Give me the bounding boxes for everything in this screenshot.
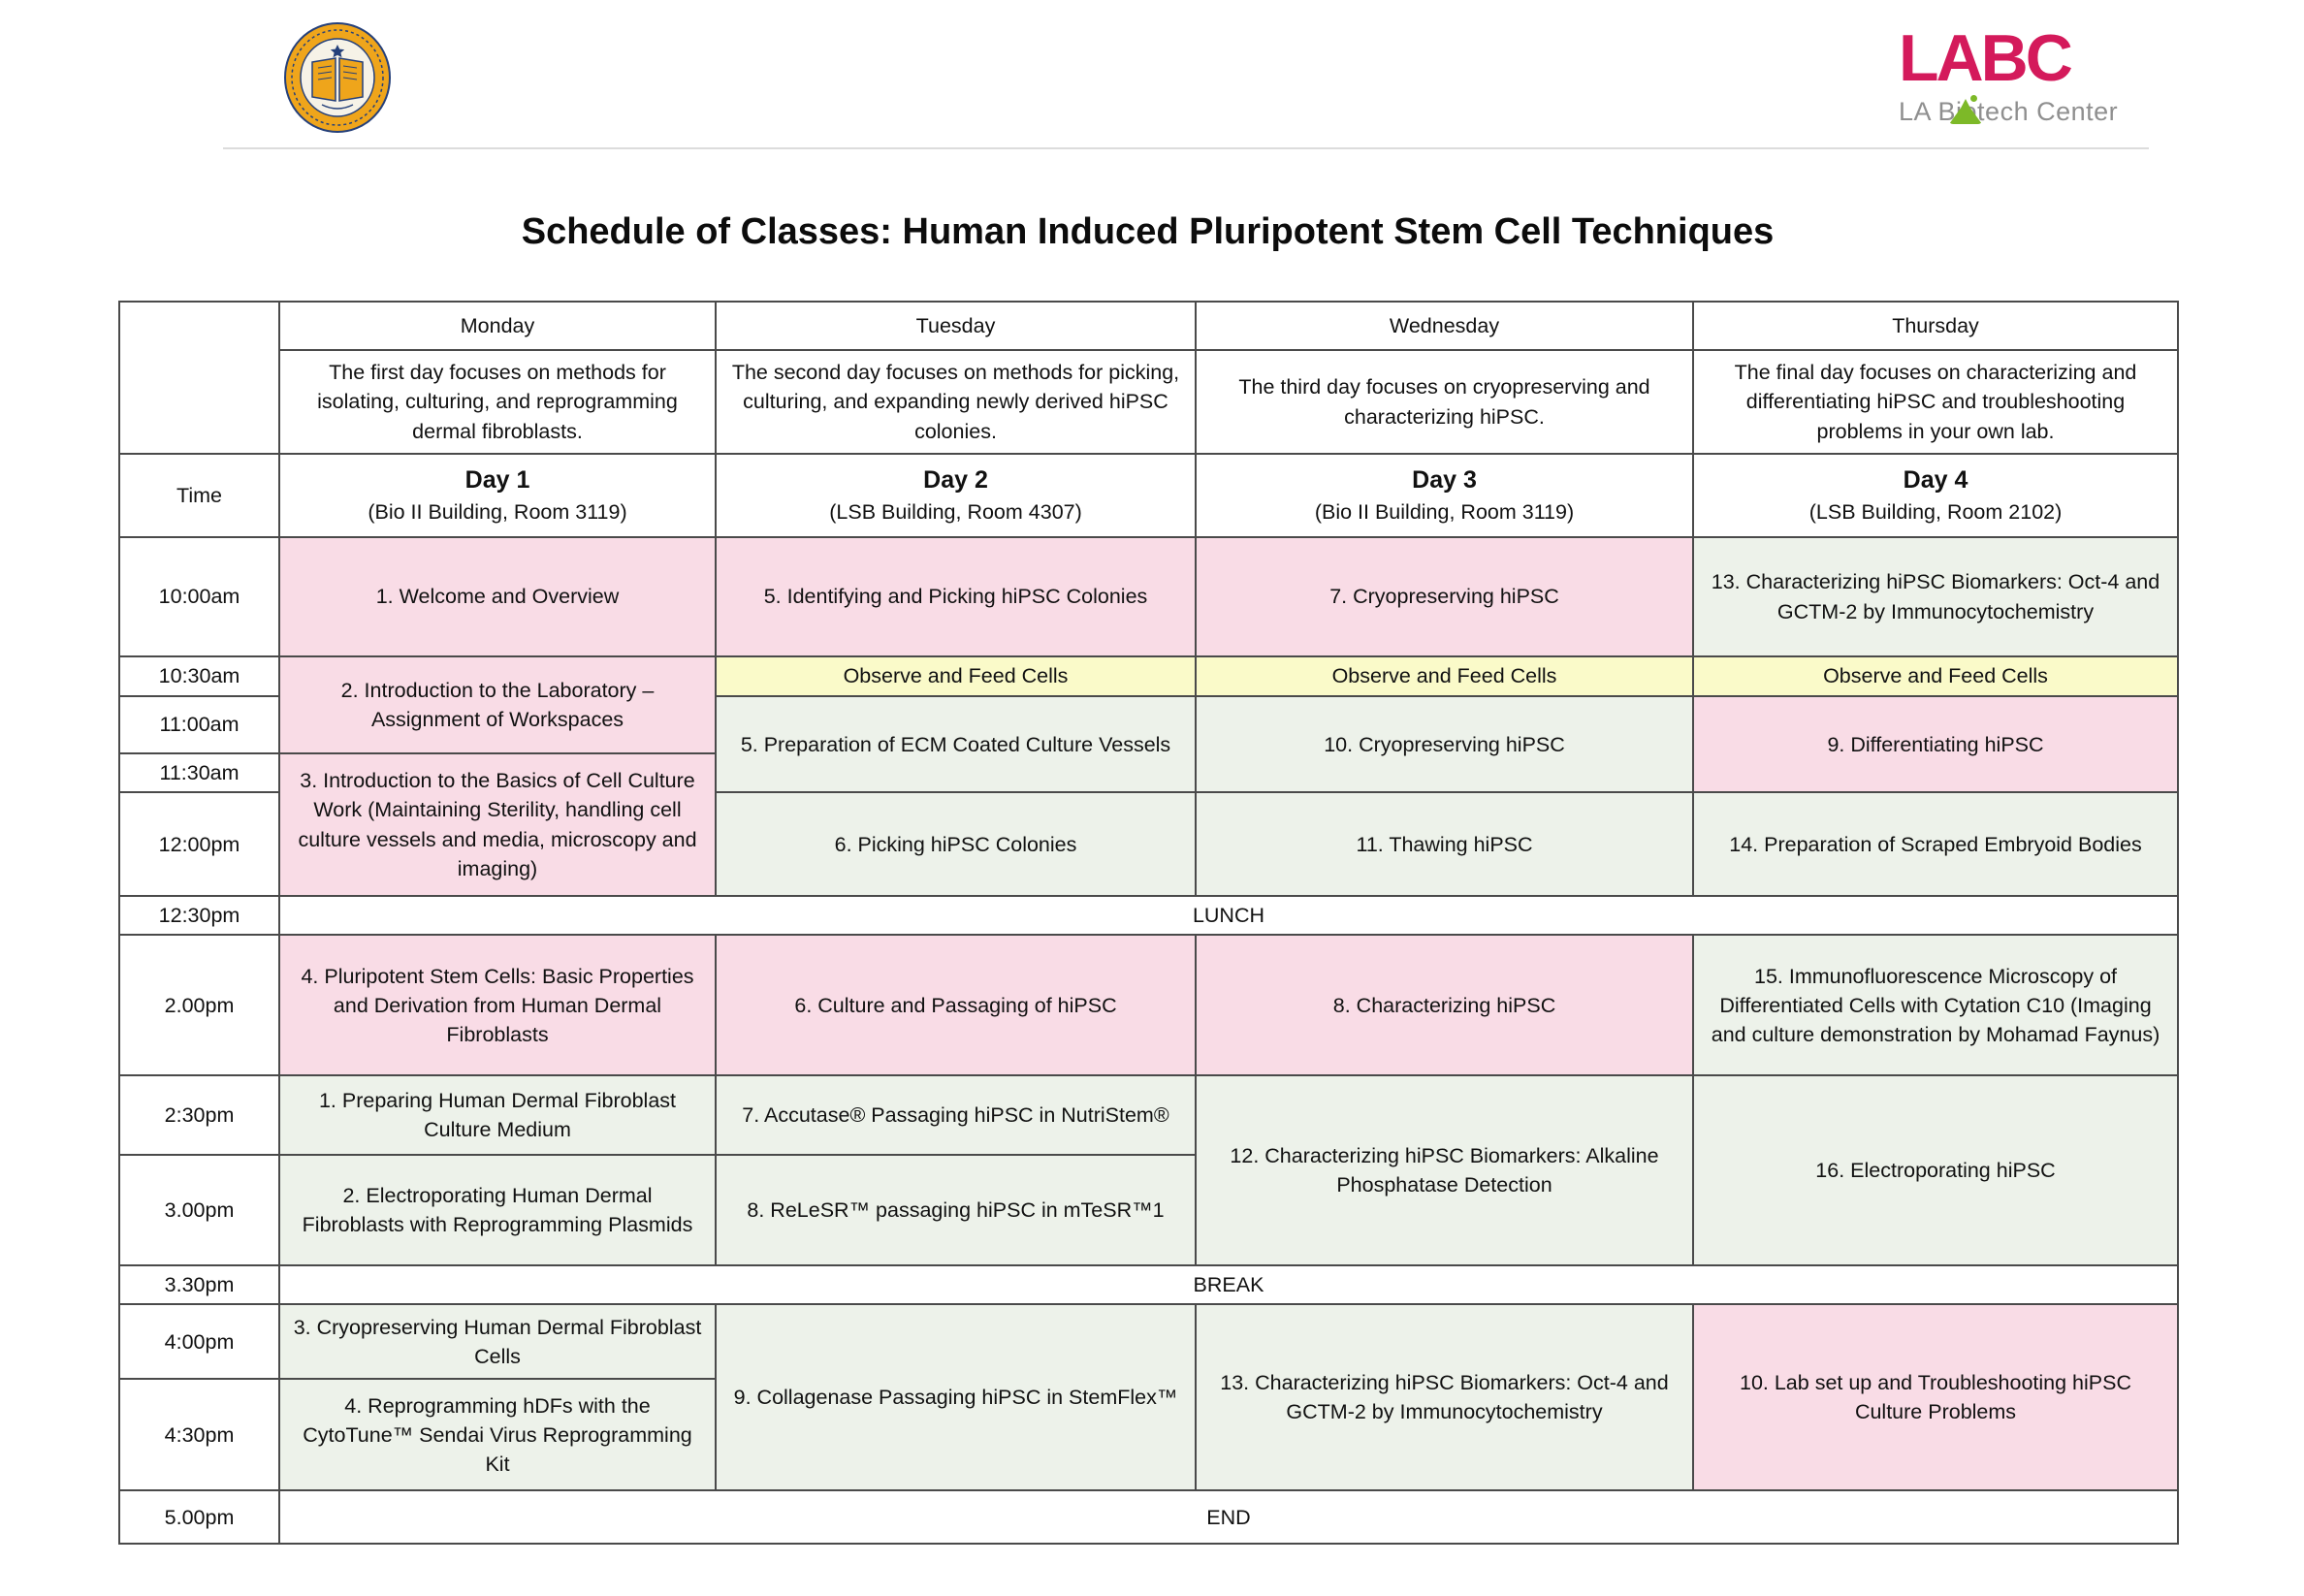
row-300pm: 3.00pm 2. Electroporating Human Dermal F… [118, 1154, 2178, 1267]
flask-bubble-icon [1970, 95, 1977, 102]
cell-lunch: LUNCH [278, 895, 2179, 937]
schedule-table: Monday Tuesday Wednesday Thursday The fi… [118, 301, 2179, 1546]
time-200pm: 2.00pm [118, 934, 280, 1077]
cell-mon-electro2: 2. Electroporating Human Dermal Fibrobla… [278, 1154, 717, 1267]
time-1130am: 11:30am [118, 751, 280, 794]
cell-thu-diff9: 9. Differentiating hiPSC [1692, 694, 2179, 794]
cell-wed-biomarkers13: 13. Characterizing hiPSC Biomarkers: Oct… [1195, 1303, 1694, 1492]
row-1130am: 11:30am 3. Introduction to the Basics of… [118, 751, 2178, 898]
row-400pm: 4:00pm 3. Cryopreserving Human Dermal Fi… [118, 1303, 2179, 1492]
day4-room: (LSB Building, Room 2102) [1808, 500, 2063, 525]
labc-logo: LABC LA Biotech Center [1899, 25, 2151, 127]
day-name-row: Monday Tuesday Wednesday Thursday [118, 301, 2179, 455]
day2-label-cell: Day 2 (LSB Building, Room 4307) [715, 453, 1197, 538]
cell-mon-welcome: 1. Welcome and Overview [278, 536, 717, 657]
row-1030am: 10:30am 2. Introduction to the Laborator… [118, 655, 2179, 754]
cell-wed-alkaline12: 12. Characterizing hiPSC Biomarkers: Alk… [1195, 1074, 1694, 1267]
cell-tue-collagenase9: 9. Collagenase Passaging hiPSC in StemFl… [715, 1303, 1197, 1492]
day2-room: (LSB Building, Room 4307) [829, 500, 1082, 525]
cell-wed-cryo10: 10. Cryopreserving hiPSC [1195, 694, 1694, 794]
day4-label: Day 4 [1903, 466, 1968, 495]
cell-thu-observe-feed: Observe and Feed Cells [1692, 655, 2179, 697]
row-lunch: 12:30pm LUNCH [118, 895, 2179, 937]
time-230pm: 2:30pm [118, 1074, 280, 1157]
tuesday-description: The second day focuses on methods for pi… [715, 349, 1197, 455]
cell-tue-observe-feed: Observe and Feed Cells [715, 655, 1197, 697]
monday-description: The first day focuses on methods for iso… [278, 349, 717, 455]
row-230pm: 2:30pm 1. Preparing Human Dermal Fibrobl… [118, 1074, 2179, 1267]
cell-thu-biomarkers13: 13. Characterizing hiPSC Biomarkers: Oct… [1692, 536, 2179, 657]
day3-label-cell: Day 3 (Bio II Building, Room 3119) [1195, 453, 1694, 538]
cell-wed-cryo7: 7. Cryopreserving hiPSC [1195, 536, 1694, 657]
time-1100am: 11:00am [118, 695, 280, 754]
day1-label: Day 1 [464, 466, 530, 495]
cell-mon-intro-lab: 2. Introduction to the Laboratory – Assi… [278, 655, 717, 754]
cell-tue-identifying: 5. Identifying and Picking hiPSC Colonie… [715, 536, 1197, 657]
thursday-description: The final day focuses on characterizing … [1692, 349, 2179, 455]
time-500pm: 5.00pm [118, 1489, 280, 1546]
cell-thu-electro16: 16. Electroporating hiPSC [1692, 1074, 2179, 1267]
labc-logo-text: LABC [1899, 21, 2073, 95]
day2-label: Day 2 [923, 466, 988, 495]
university-seal-icon [284, 22, 391, 133]
cell-tue-accutase7: 7. Accutase® Passaging hiPSC in NutriSte… [715, 1074, 1197, 1157]
time-1200pm: 12:00pm [118, 791, 280, 898]
day-header-thursday: Thursday [1692, 301, 2179, 351]
row-1000am: 10:00am 1. Welcome and Overview 5. Ident… [118, 536, 2179, 657]
cell-mon-cryo3: 3. Cryopreserving Human Dermal Fibroblas… [278, 1303, 717, 1381]
time-1230pm: 12:30pm [118, 895, 280, 937]
cell-thu-embryoid: 14. Preparation of Scraped Embryoid Bodi… [1692, 791, 2179, 898]
time-400pm: 4:00pm [118, 1303, 280, 1381]
wednesday-description: The third day focuses on cryopreserving … [1195, 349, 1694, 455]
labc-logo-subtitle: LA Biotech Center [1899, 97, 2119, 126]
row-430pm: 4:30pm 4. Reprogramming hDFs with the Cy… [118, 1378, 2178, 1492]
cell-break: BREAK [278, 1264, 2179, 1306]
row-200pm: 2.00pm 4. Pluripotent Stem Cells: Basic … [118, 934, 2179, 1077]
row-1100am: 11:00am 5. Preparation of ECM Coated Cul… [118, 694, 2179, 794]
cell-mon-reprog4: 4. Reprogramming hDFs with the CytoTune™… [278, 1378, 717, 1492]
day-header-tuesday: Tuesday [715, 301, 1197, 351]
day1-room: (Bio II Building, Room 3119) [368, 500, 627, 525]
day3-label: Day 3 [1412, 466, 1477, 495]
cell-mon-preparing1: 1. Preparing Human Dermal Fibroblast Cul… [278, 1074, 717, 1157]
header-divider [223, 147, 2149, 149]
cell-thu-labsetup10: 10. Lab set up and Troubleshooting hiPSC… [1692, 1303, 2179, 1492]
cell-tue-picking: 6. Picking hiPSC Colonies [715, 791, 1197, 898]
page-title: Schedule of Classes: Human Induced Pluri… [521, 211, 1775, 252]
time-300pm: 3.00pm [118, 1154, 280, 1267]
day4-label-cell: Day 4 (LSB Building, Room 2102) [1692, 453, 2179, 538]
time-column-header: Time [118, 453, 280, 538]
cell-wed-characterizing8: 8. Characterizing hiPSC [1195, 934, 1694, 1077]
cell-thu-immuno15: 15. Immunofluorescence Microscopy of Dif… [1692, 934, 2179, 1077]
day-label-row: Time Day 1 (Bio II Building, Room 3119) … [118, 453, 2179, 538]
cell-tue-ecm: 5. Preparation of ECM Coated Culture Ves… [715, 694, 1197, 794]
cell-wed-thawing: 11. Thawing hiPSC [1195, 791, 1694, 898]
row-end: 5.00pm END [118, 1489, 2179, 1546]
time-1030am: 10:30am [118, 655, 280, 697]
cell-tue-relesr8: 8. ReLeSR™ passaging hiPSC in mTeSR™1 [715, 1154, 1197, 1267]
day-header-wednesday: Wednesday [1195, 301, 1694, 351]
cell-tue-culture6: 6. Culture and Passaging of hiPSC [715, 934, 1197, 1077]
cell-wed-observe-feed: Observe and Feed Cells [1195, 655, 1694, 697]
time-1000am: 10:00am [118, 536, 280, 657]
row-1200pm: 12:00pm 6. Picking hiPSC Colonies 11. Th… [118, 791, 2179, 898]
corner-blank-cell [118, 301, 280, 455]
row-break: 3.30pm BREAK [118, 1264, 2179, 1306]
day-description-row: The first day focuses on methods for iso… [119, 349, 2179, 455]
cell-mon-basics: 3. Introduction to the Basics of Cell Cu… [278, 751, 717, 898]
day3-room: (Bio II Building, Room 3119) [1314, 500, 1575, 525]
day1-label-cell: Day 1 (Bio II Building, Room 3119) [278, 453, 717, 538]
cell-end: END [278, 1489, 2179, 1546]
time-330pm: 3.30pm [118, 1264, 280, 1306]
day-header-monday: Monday [278, 301, 717, 351]
time-430pm: 4:30pm [118, 1378, 280, 1492]
cell-mon-pluripotent: 4. Pluripotent Stem Cells: Basic Propert… [278, 934, 717, 1077]
